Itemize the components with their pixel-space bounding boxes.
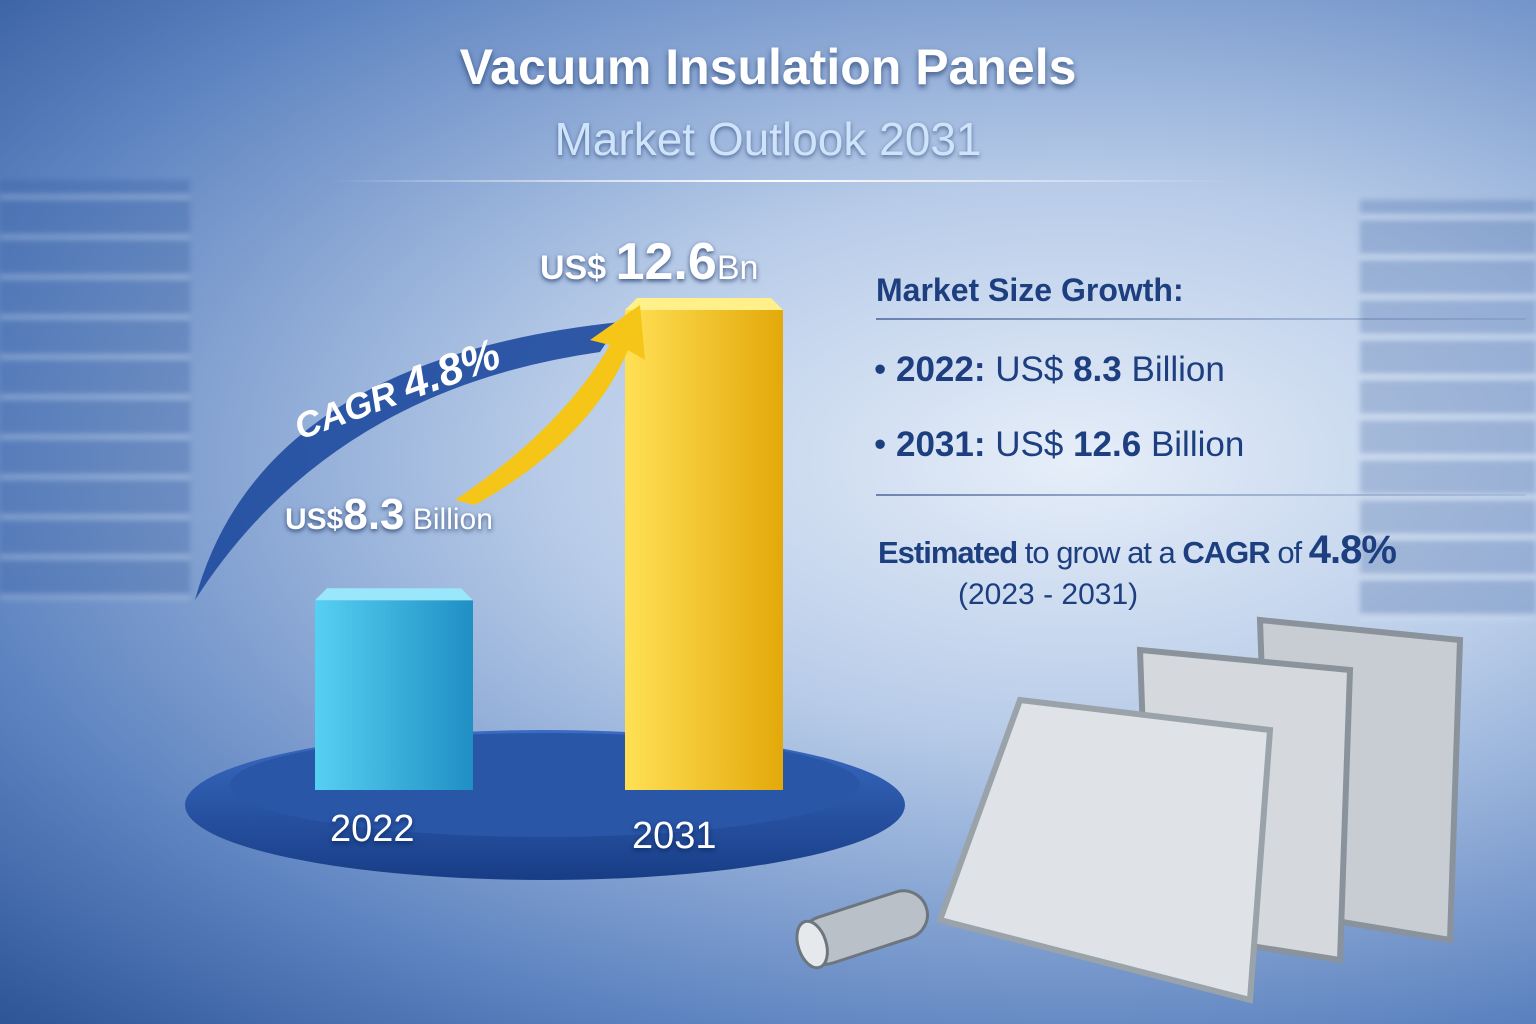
growth-arrow-icon — [455, 305, 645, 505]
side-item-2031: • 2031: US$ 12.6 Billion — [874, 425, 1245, 464]
insulation-panels-illustration — [795, 616, 1464, 1004]
background-shelf-right — [1360, 200, 1536, 620]
page-subtitle: Market Outlook 2031 — [554, 113, 982, 165]
cagr-statement: Estimated to grow at a CAGR of 4.8% — [878, 528, 1397, 572]
cagr-swoosh — [195, 322, 620, 600]
x-tick-2031: 2031 — [632, 815, 717, 857]
background-shelf-left — [0, 180, 190, 600]
x-tick-2022: 2022 — [330, 808, 415, 850]
side-item-2022: • 2022: US$ 8.3 Billion — [874, 350, 1225, 389]
title-divider — [330, 180, 1230, 182]
bar-top-2022 — [315, 588, 473, 601]
data-label-2031: US$ 12.6Bn — [540, 233, 759, 291]
page-title: Vacuum Insulation Panels — [459, 39, 1077, 95]
side-heading: Market Size Growth: — [876, 272, 1184, 308]
panel-front — [936, 696, 1274, 1004]
bar-2031 — [625, 310, 783, 790]
bar-2022 — [315, 600, 473, 790]
side-divider-2 — [876, 494, 1526, 496]
data-label-2022: US$8.3 Billion — [285, 490, 493, 539]
cagr-label: CAGR 4.8% — [287, 329, 507, 449]
cagr-period: (2023 - 2031) — [958, 578, 1139, 611]
bar-top-2031 — [625, 298, 783, 310]
foil-roll — [795, 889, 929, 970]
side-divider — [876, 318, 1526, 320]
